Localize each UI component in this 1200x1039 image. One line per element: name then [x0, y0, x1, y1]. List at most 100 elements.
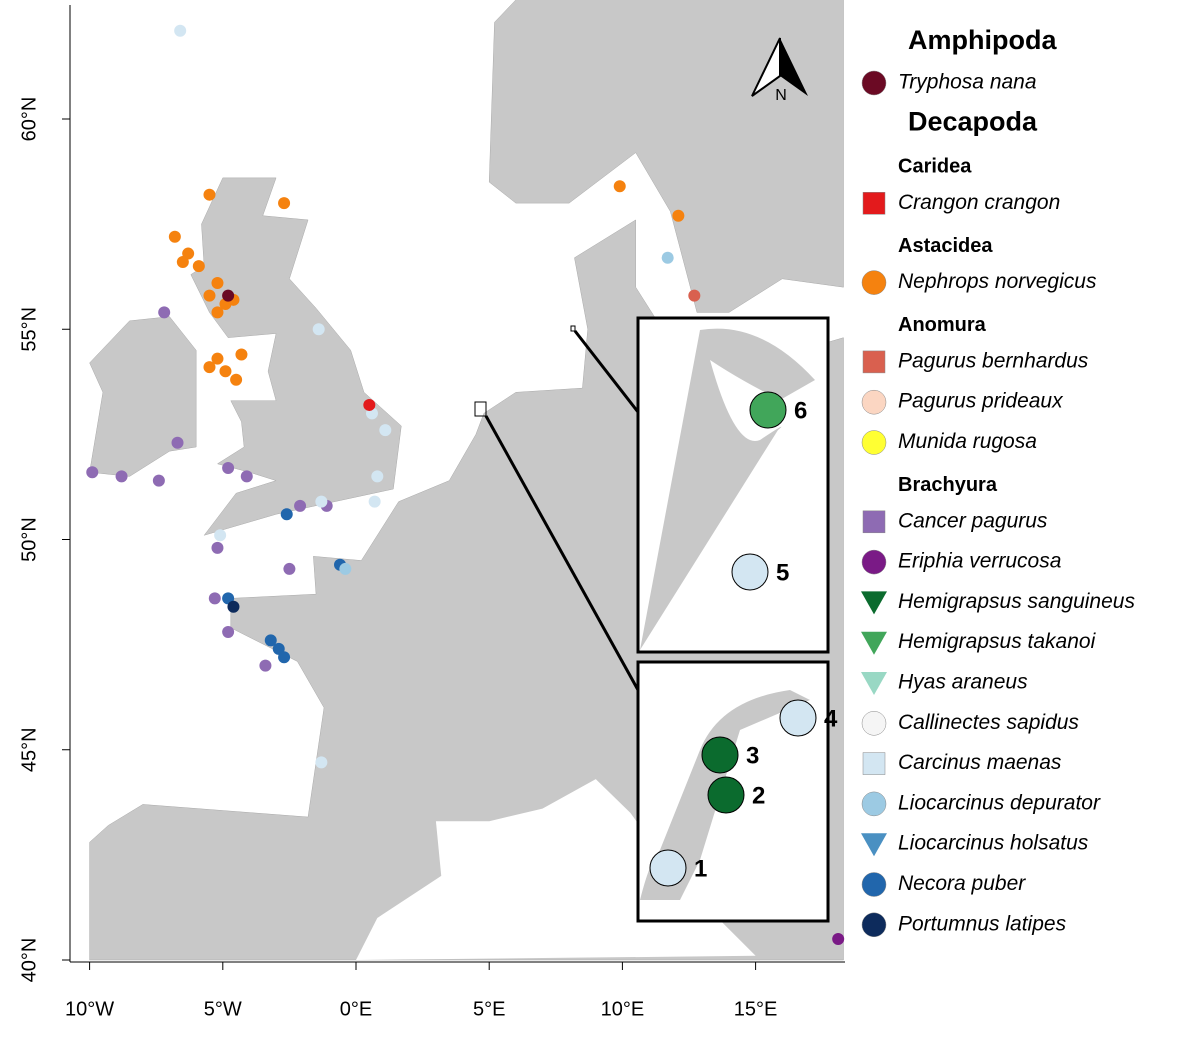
legend-entry: Hemigrapsus takanoi: [898, 630, 1097, 653]
x-tick-label: 0°E: [340, 998, 372, 1020]
sample-point: [315, 756, 328, 769]
sample-point: [192, 260, 205, 273]
sample-point: [379, 424, 392, 437]
sample-point: [363, 398, 376, 411]
legend-subgroup-title: Caridea: [898, 156, 972, 178]
legend-symbol: [862, 350, 886, 374]
legend-entry: Pagurus bernhardus: [898, 349, 1089, 372]
legend-symbol: [861, 270, 887, 295]
sample-point: [368, 495, 381, 508]
legend-entry: Pagurus prideaux: [898, 390, 1064, 413]
sample-point: [278, 651, 291, 664]
sample-point: [203, 289, 216, 302]
legend-entry: Callinectes sapidus: [898, 711, 1079, 734]
x-tick-label: 5°W: [204, 998, 242, 1020]
legend-entry: Carcinus maenas: [898, 751, 1062, 774]
sample-point: [203, 188, 216, 201]
legend-symbol: [861, 430, 887, 455]
y-tick-label: 60°N: [18, 97, 40, 142]
site-label: 3: [746, 742, 759, 769]
sample-point: [371, 470, 384, 483]
sample-point: [86, 466, 99, 479]
sample-point: [203, 361, 216, 374]
sample-point: [227, 600, 240, 613]
y-tick-label: 55°N: [18, 307, 40, 352]
sample-point: [222, 626, 235, 639]
site-box: [570, 325, 576, 332]
legend-subgroup-title: Brachyura: [898, 474, 998, 496]
legend-symbol: [861, 631, 887, 655]
sample-point: [174, 24, 187, 37]
x-tick-label: 15°E: [734, 998, 778, 1020]
site-box: [474, 401, 487, 417]
sample-point: [208, 592, 221, 605]
sample-point: [672, 209, 685, 222]
x-tick-label: 5°E: [473, 998, 505, 1020]
sample-point: [211, 306, 224, 319]
sample-point: [264, 634, 277, 647]
legend-group-title: Amphipoda: [908, 25, 1057, 55]
sample-point: [235, 348, 248, 361]
sample-point: [312, 323, 325, 336]
legend-symbol: [861, 833, 887, 857]
legend-symbol: [861, 711, 887, 736]
y-tick-label: 50°N: [18, 517, 40, 562]
site-pie: [749, 391, 787, 429]
sample-point: [222, 289, 235, 302]
legend-entry: Hemigrapsus sanguineus: [898, 590, 1135, 613]
x-tick-label: 10°E: [601, 998, 645, 1020]
sample-point: [339, 562, 352, 575]
site-pie: [731, 553, 769, 591]
site-pie: [649, 849, 687, 887]
sample-point: [222, 462, 235, 475]
site-label: 2: [752, 782, 765, 809]
legend-symbol: [862, 510, 886, 534]
land: [89, 316, 197, 477]
site-pie: [779, 699, 817, 737]
sample-point: [283, 562, 296, 575]
sample-point: [211, 352, 224, 365]
legend-symbol: [861, 389, 887, 415]
sample-point: [158, 306, 171, 319]
sample-point: [168, 230, 181, 243]
site-label: 6: [794, 397, 807, 424]
site-pie: [707, 776, 745, 814]
sample-point: [152, 474, 165, 487]
inset-land: [640, 690, 810, 900]
y-tick-label: 45°N: [18, 727, 40, 772]
legend-entry: Crangon crangon: [898, 191, 1060, 214]
legend-symbol: [862, 752, 886, 775]
x-tick-label: 10°W: [65, 998, 114, 1020]
land: [488, 0, 844, 313]
legend-entry: Eriphia verrucosa: [898, 550, 1061, 573]
legend-entry: Liocarcinus depurator: [898, 791, 1101, 814]
north-label: N: [775, 87, 787, 104]
legend-symbol: [861, 912, 887, 938]
sample-point: [171, 436, 184, 449]
sample-point: [230, 373, 243, 386]
legend-symbol: [861, 549, 887, 575]
sample-point: [219, 365, 232, 378]
legend-symbol: [861, 70, 887, 96]
legend-entry: Hyas araneus: [898, 671, 1028, 694]
legend-symbol: [861, 591, 887, 615]
inset-land: [640, 328, 815, 650]
legend-entry: Necora puber: [898, 872, 1026, 895]
y-tick-label: 40°N: [18, 938, 40, 983]
sample-point: [240, 470, 253, 483]
sample-point: [688, 289, 701, 302]
legend-entry: Liocarcinus holsatus: [898, 832, 1089, 855]
sample-point: [294, 499, 307, 512]
legend-entry: Cancer pagurus: [898, 509, 1048, 532]
legend-group-title: Decapoda: [908, 106, 1038, 136]
legend-subgroup-title: Anomura: [898, 314, 987, 336]
legend-entry: Munida rugosa: [898, 430, 1037, 453]
sample-point: [613, 180, 626, 193]
sample-point: [211, 541, 224, 554]
sample-point: [661, 251, 674, 264]
site-label: 4: [824, 705, 838, 732]
legend-entry: Nephrops norvegicus: [898, 270, 1097, 293]
sample-point: [259, 659, 272, 672]
sample-point: [315, 495, 328, 508]
